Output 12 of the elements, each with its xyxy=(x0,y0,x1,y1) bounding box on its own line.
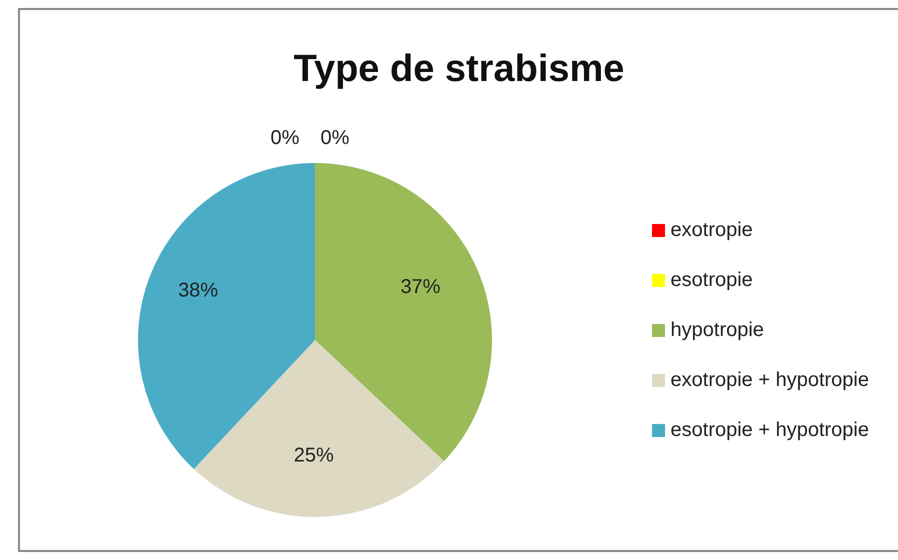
data-label: 38% xyxy=(178,280,218,302)
data-label: 25% xyxy=(294,444,334,466)
legend-label: exotropie + hypotropie xyxy=(670,368,869,392)
legend-label: esotropie xyxy=(670,268,753,292)
text: 0% xyxy=(320,127,350,149)
legend-label: exotropie xyxy=(670,218,753,242)
data-label: 37% xyxy=(400,276,441,298)
text: 0% xyxy=(270,127,300,149)
chart-title: Type de strabisme xyxy=(292,48,626,91)
legend-label: hypotropie xyxy=(670,318,764,342)
pie-slice xyxy=(194,340,444,517)
legend-label: esotropie + hypotropie xyxy=(670,418,869,442)
